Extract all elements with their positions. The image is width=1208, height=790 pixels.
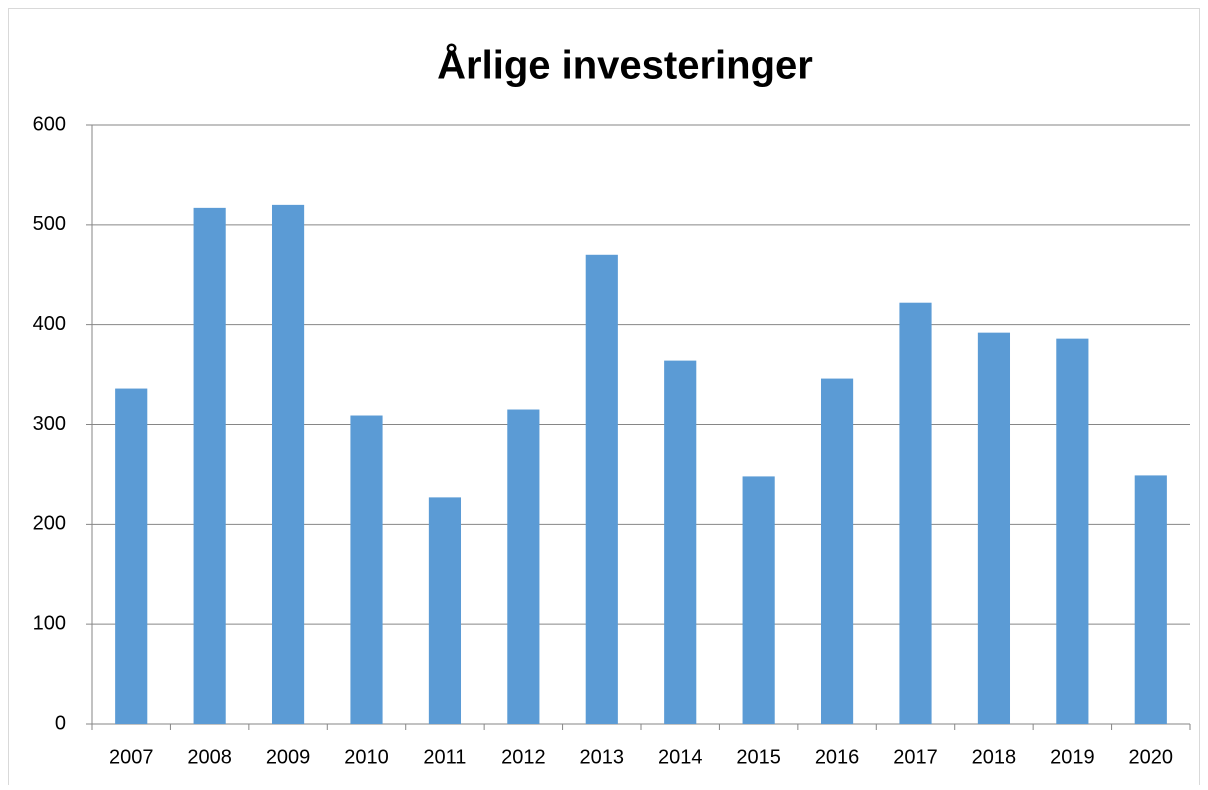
bar	[193, 207, 226, 724]
x-tick-label: 2018	[972, 746, 1017, 768]
x-tick-label: 2011	[423, 746, 466, 768]
y-tick-label: 600	[33, 113, 66, 135]
x-tick-label: 2019	[1050, 746, 1095, 768]
x-tick-label: 2013	[580, 746, 625, 768]
x-tick-label: 2007	[109, 746, 154, 768]
bar	[507, 409, 540, 724]
x-tick-label: 2012	[501, 746, 546, 768]
y-tick-label: 200	[33, 513, 66, 535]
chart-title: Årlige investeringer	[437, 43, 813, 88]
y-tick-label: 300	[33, 413, 66, 435]
bar	[899, 302, 932, 724]
bar	[271, 204, 305, 724]
x-tick-label: 2009	[266, 746, 311, 768]
x-tick-label: 2020	[1129, 746, 1174, 768]
x-tick-label: 2010	[344, 746, 389, 768]
bar	[977, 332, 1011, 724]
bar	[428, 497, 462, 724]
chart-frame	[8, 8, 1200, 790]
bar	[664, 360, 697, 724]
y-tick-label: 500	[33, 213, 66, 235]
bar	[115, 388, 148, 724]
bar	[742, 476, 775, 724]
y-tick-label: 400	[33, 313, 66, 335]
bar	[1134, 475, 1167, 724]
y-tick-label: 0	[55, 712, 66, 734]
x-tick-label: 2017	[893, 746, 938, 768]
x-tick-label: 2008	[187, 746, 232, 768]
bar	[350, 415, 383, 724]
bar	[1056, 338, 1089, 724]
bar	[820, 378, 854, 724]
x-tick-label: 2016	[815, 746, 860, 768]
y-tick-label: 100	[33, 612, 66, 634]
bar	[585, 254, 618, 725]
x-tick-label: 2015	[736, 746, 781, 768]
x-tick-label: 2014	[658, 746, 703, 768]
